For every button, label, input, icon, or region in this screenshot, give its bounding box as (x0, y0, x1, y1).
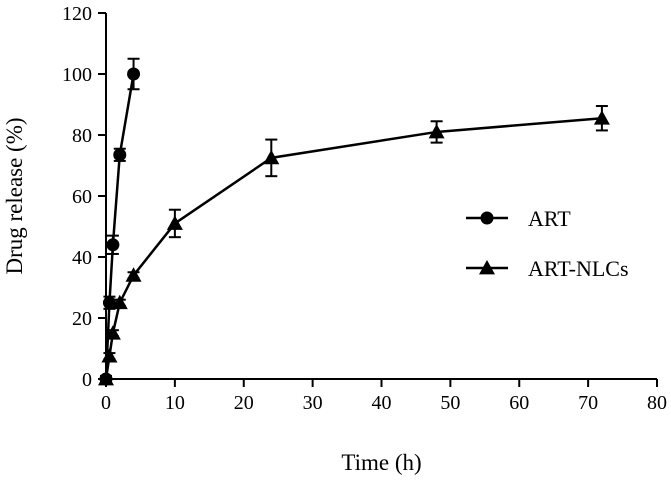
data-point-art-nlcs (101, 348, 118, 363)
data-point-art-nlcs (593, 110, 610, 125)
y-tick-label: 80 (72, 125, 92, 147)
x-tick-label: 30 (303, 392, 323, 414)
y-axis-title: Drug release (%) (2, 117, 27, 274)
series-art-nlcs (98, 105, 610, 386)
legend-label-art: ART (528, 206, 571, 231)
series-layer (98, 57, 610, 386)
legend-item-art-nlcs: ART-NLCs (466, 256, 629, 281)
data-point-art-nlcs (111, 294, 128, 310)
data-point-art (106, 238, 120, 252)
data-point-art-nlcs (125, 267, 142, 282)
data-point-art (113, 148, 127, 162)
legend-item-art: ART (466, 206, 571, 231)
data-point-art-nlcs (98, 371, 114, 386)
y-tick-label: 20 (72, 308, 92, 330)
legend: ART ART-NLCs (466, 206, 629, 281)
series-line-art-nlcs (104, 116, 603, 380)
y-tick-label: 60 (72, 186, 92, 208)
x-tick-label: 80 (647, 392, 667, 414)
tick-group: 0 10 20 30 40 50 60 70 80 0 20 40 60 80 100 120 (62, 3, 667, 414)
x-tick-label: 70 (578, 392, 598, 414)
y-tick-label: 0 (82, 369, 92, 391)
data-point-art-nlcs (104, 325, 121, 340)
y-tick-label: 120 (62, 3, 92, 25)
data-point-art-nlcs (263, 149, 280, 165)
x-tick-label: 20 (234, 392, 254, 414)
axes (105, 13, 657, 380)
x-tick-label: 0 (101, 392, 111, 414)
data-point-art (127, 67, 141, 81)
legend-marker-art (480, 211, 494, 225)
legend-marker-art-nlcs (479, 260, 495, 275)
x-tick-label: 60 (509, 392, 529, 414)
data-point-art-nlcs (428, 123, 445, 139)
data-point-art (102, 296, 116, 310)
x-tick-label: 10 (165, 392, 185, 414)
x-axis-title: Time (h) (341, 450, 421, 475)
x-tick-label: 40 (372, 392, 392, 414)
y-tick-label: 40 (72, 247, 92, 269)
y-tick-label: 100 (62, 64, 92, 86)
data-point-art-nlcs (166, 215, 183, 230)
legend-label-art-nlcs: ART-NLCs (528, 256, 629, 281)
x-tick-label: 50 (440, 392, 460, 414)
